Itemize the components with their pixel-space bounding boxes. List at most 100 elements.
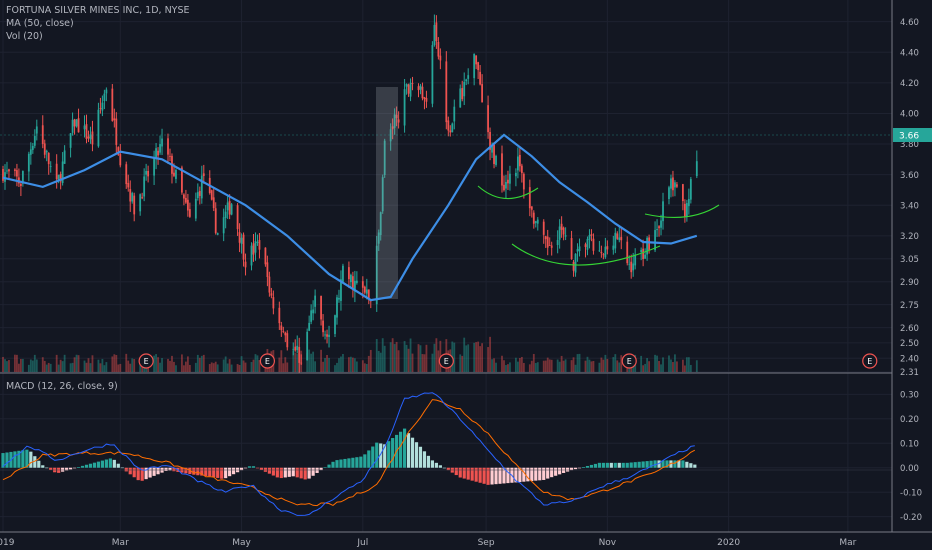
candle-body	[63, 150, 66, 164]
candle-body	[505, 181, 507, 189]
candle-body	[133, 195, 136, 215]
histogram-bar	[212, 467, 216, 478]
volume-bar	[685, 357, 688, 372]
histogram-bar	[351, 457, 355, 468]
candle-body	[312, 309, 315, 314]
histogram-bar	[327, 464, 331, 468]
volume-bar	[99, 363, 102, 372]
histogram-bar	[399, 431, 403, 468]
candle-body	[562, 227, 565, 235]
volume-bar	[616, 360, 619, 372]
histogram-bar	[13, 451, 17, 468]
candle-body	[131, 193, 134, 202]
ma-legend: MA (50, close)	[6, 18, 74, 29]
candle-body	[230, 204, 233, 215]
macd-title: MACD (12, 26, close, 9)	[6, 381, 118, 392]
histogram-bar	[665, 460, 669, 468]
candle-body	[99, 108, 102, 109]
candle-body	[363, 286, 366, 293]
histogram-bar	[681, 460, 685, 468]
volume-bar	[588, 359, 591, 372]
volume-bar	[350, 356, 352, 372]
histogram-bar	[291, 467, 295, 477]
volume-bar	[473, 342, 476, 372]
histogram-bar	[339, 459, 343, 468]
volume-bar	[252, 359, 255, 372]
histogram-bar	[295, 467, 299, 478]
volume-bar	[111, 356, 114, 372]
volume-bar	[41, 357, 44, 372]
histogram-bar	[478, 467, 482, 483]
price-tick-label: 3.80	[900, 140, 919, 150]
histogram-bar	[80, 465, 85, 468]
candle-body	[509, 173, 511, 184]
candle-body	[250, 245, 253, 266]
volume-bar	[355, 361, 358, 372]
volume-bar	[423, 354, 426, 372]
volume-bar	[528, 364, 531, 372]
volume-bar	[576, 354, 579, 372]
price-tick-label: 3.40	[900, 201, 919, 211]
candle-body	[212, 197, 215, 209]
candle-body	[473, 53, 476, 79]
candle-body	[642, 248, 645, 260]
macd-tick-label: 0.20	[900, 415, 919, 425]
volume-bar	[310, 353, 313, 372]
histogram-bar	[391, 438, 395, 468]
volume-bar	[21, 358, 24, 372]
candle-body	[111, 88, 114, 121]
candle-body	[186, 199, 189, 211]
histogram-bar	[84, 464, 89, 468]
candle-body	[55, 163, 58, 180]
candle-body	[602, 254, 605, 256]
last-price-value: 3.66	[899, 132, 919, 142]
candle-body	[183, 194, 185, 199]
candle-body	[258, 240, 261, 250]
volume-bar	[214, 361, 217, 372]
histogram-bar	[343, 458, 347, 468]
candle-body	[264, 247, 267, 265]
macd-axis[interactable]: 0.30 0.20 0.10 0.00 -0.10 -0.20	[900, 391, 922, 523]
histogram-bar	[21, 450, 25, 468]
histogram-bar	[307, 467, 311, 479]
price-tick-label: 4.60	[900, 18, 919, 28]
candle-body	[556, 239, 559, 246]
earnings-marker[interactable]	[862, 353, 878, 369]
volume-bar	[31, 360, 34, 372]
volume-bar	[202, 354, 205, 372]
volume-bar	[407, 348, 410, 372]
earnings-marker[interactable]	[138, 353, 154, 369]
price-axis[interactable]: 4.60 4.40 4.20 4.00 3.80 3.60 3.40 3.20 3.05 2.90…	[900, 18, 919, 378]
histogram-bar	[422, 451, 427, 468]
histogram-bar	[581, 467, 586, 468]
time-axis[interactable]: 2019 Mar May Jul Sep Nov 2020 Mar	[0, 538, 857, 548]
candle-body	[367, 289, 370, 299]
volume-bar	[467, 344, 470, 372]
volume-bar	[419, 345, 422, 372]
histogram-bar	[243, 467, 248, 469]
histogram-bar	[5, 452, 9, 468]
candle-body	[353, 280, 356, 292]
candle-body	[630, 261, 633, 273]
histogram-bar	[347, 458, 351, 468]
candle-body	[29, 149, 32, 155]
histogram-bar	[96, 461, 101, 468]
histogram-bar	[573, 467, 578, 470]
candle-body	[564, 235, 567, 237]
earnings-marker[interactable]	[621, 353, 637, 369]
candle-body	[433, 24, 436, 46]
candle-body	[188, 209, 191, 217]
earnings-marker[interactable]	[438, 353, 454, 369]
earnings-marker[interactable]	[259, 353, 276, 369]
histogram-bar	[558, 467, 562, 475]
candle-body	[479, 71, 482, 85]
candle-body	[461, 88, 464, 100]
volume-bar	[560, 355, 563, 372]
volume-bar	[363, 363, 366, 372]
volume-bar	[383, 345, 386, 372]
volume-bar	[509, 362, 511, 372]
volume-bar	[562, 360, 565, 372]
